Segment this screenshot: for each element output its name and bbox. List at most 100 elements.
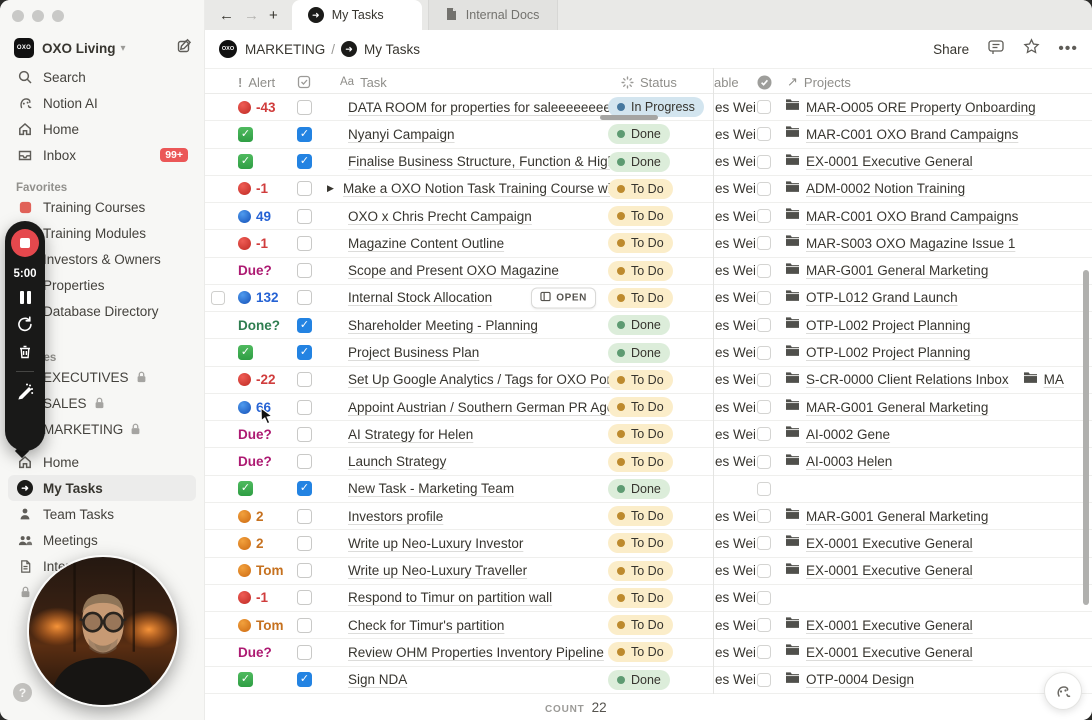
task-cell[interactable]: Write up Neo-Luxury Traveller: [327, 558, 610, 584]
table-row[interactable]: Due? AI Strategy for Helen To Do es Weis AI-…: [205, 421, 1092, 449]
workspace-switcher[interactable]: OXO OXO Living ▾: [8, 34, 198, 62]
status-badge[interactable]: To Do: [608, 615, 673, 636]
task-title[interactable]: Write up Neo-Luxury Investor: [348, 535, 524, 551]
project-chip[interactable]: MAR-G001 General Marketing: [785, 398, 988, 416]
projects-cell[interactable]: MAR-C001 OXO Brand Campaigns: [785, 121, 1091, 147]
tab-internal-docs[interactable]: Internal Docs: [427, 0, 558, 30]
task-cell[interactable]: Review OHM Properties Inventory Pipeline: [327, 639, 610, 665]
status-badge[interactable]: In Progress: [608, 97, 704, 118]
status-badge[interactable]: Done: [608, 151, 670, 172]
project-chip[interactable]: EX-0001 Executive General: [785, 616, 973, 634]
project-chip[interactable]: MAR-S003 OXO Magazine Issue 1: [785, 234, 1015, 252]
table-row[interactable]: ✓ ✓ Finalise Business Structure, Function …: [205, 149, 1092, 176]
help-button[interactable]: ?: [13, 683, 32, 702]
table-row[interactable]: ✓ ✓ Sign NDA Done es Weis OTP-0004 Design: [205, 667, 1092, 694]
project-chip[interactable]: AI-0002 Gene: [785, 425, 890, 443]
comments-icon[interactable]: [987, 38, 1005, 61]
projects-cell[interactable]: S-CR-0000 Client Relations Inbox MA: [785, 367, 1091, 393]
status-badge[interactable]: To Do: [608, 397, 673, 418]
task-title[interactable]: Appoint Austrian / Southern German PR Ag…: [348, 399, 610, 415]
person-cell[interactable]: es Weis: [715, 585, 755, 611]
alert-cell[interactable]: 2: [238, 530, 296, 556]
delete-recording-icon[interactable]: [17, 344, 33, 360]
task-cell[interactable]: Internal Stock Allocation OPEN: [327, 285, 610, 311]
project-chip[interactable]: ADM-0002 Notion Training: [785, 180, 965, 198]
status-badge[interactable]: To Do: [608, 533, 673, 554]
restart-recording-icon[interactable]: [16, 315, 34, 333]
task-checkbox[interactable]: [297, 181, 312, 197]
person-cell[interactable]: es Weis: [715, 149, 755, 175]
compose-icon[interactable]: [176, 38, 192, 59]
page-item-home[interactable]: Home: [8, 449, 196, 475]
zoom-window-button[interactable]: [52, 10, 64, 22]
window-controls[interactable]: [12, 10, 64, 22]
task-title[interactable]: Review OHM Properties Inventory Pipeline: [348, 644, 604, 660]
task-checkbox[interactable]: ✓: [297, 345, 312, 361]
expand-toggle-icon[interactable]: ▶: [327, 183, 334, 194]
projects-cell[interactable]: EX-0001 Executive General: [785, 639, 1091, 665]
alert-cell[interactable]: ✓: [238, 339, 296, 365]
table-row[interactable]: 2 Write up Neo-Luxury Investor To Do es Wei…: [205, 530, 1092, 558]
task-cell[interactable]: Set Up Google Analytics / Tags for OXO P…: [327, 367, 610, 393]
alert-cell[interactable]: -1: [238, 230, 296, 256]
stop-recording-button[interactable]: [11, 229, 39, 257]
property-checkbox[interactable]: [757, 290, 771, 305]
pause-recording-button[interactable]: [19, 291, 31, 304]
status-cell[interactable]: To Do: [608, 530, 712, 556]
status-cell[interactable]: To Do: [608, 639, 712, 665]
alert-cell[interactable]: 49: [238, 203, 296, 229]
status-cell[interactable]: To Do: [608, 394, 712, 420]
task-checkbox[interactable]: ✓: [297, 154, 312, 170]
person-cell[interactable]: [715, 476, 755, 502]
property-checkbox[interactable]: [757, 563, 771, 578]
task-checkbox[interactable]: ✓: [297, 481, 312, 497]
person-cell[interactable]: es Weis: [715, 367, 755, 393]
task-title[interactable]: Launch Strategy: [348, 454, 447, 470]
status-badge[interactable]: To Do: [608, 560, 673, 581]
table-row[interactable]: 2 Investors profile To Do es Weis MAR-G001 G…: [205, 503, 1092, 531]
status-badge[interactable]: Done: [608, 124, 670, 145]
new-tab-button[interactable]: +: [269, 6, 278, 24]
project-chip[interactable]: AI-0003 Helen: [785, 453, 892, 471]
page-item-meetings[interactable]: Meetings: [8, 527, 196, 553]
task-cell[interactable]: Shareholder Meeting - Planning: [327, 312, 610, 338]
project-chip[interactable]: MAR-G001 General Marketing: [785, 507, 988, 525]
projects-cell[interactable]: OTP-L002 Project Planning: [785, 339, 1091, 365]
status-badge[interactable]: To Do: [608, 233, 673, 254]
task-cell[interactable]: New Task - Marketing Team: [327, 476, 610, 502]
table-row[interactable]: -1 Respond to Timur on partition wall To D…: [205, 585, 1092, 613]
projects-cell[interactable]: MAR-O005 ORE Property Onboarding: [785, 94, 1091, 120]
status-cell[interactable]: To Do: [608, 421, 712, 447]
property-checkbox[interactable]: [757, 236, 771, 251]
projects-cell[interactable]: EX-0001 Executive General: [785, 149, 1091, 175]
task-checkbox[interactable]: [297, 590, 312, 606]
breadcrumb-space[interactable]: MARKETING: [245, 41, 326, 57]
projects-cell[interactable]: [785, 585, 1091, 611]
property-checkbox[interactable]: [757, 181, 771, 196]
task-cell[interactable]: Investors profile: [327, 503, 610, 529]
task-checkbox[interactable]: ✓: [297, 126, 312, 142]
task-checkbox[interactable]: [297, 372, 312, 388]
task-checkbox[interactable]: [297, 508, 312, 524]
status-cell[interactable]: Done: [608, 476, 712, 502]
status-badge[interactable]: To Do: [608, 206, 673, 227]
projects-cell[interactable]: OTP-L012 Grand Launch: [785, 285, 1091, 311]
task-checkbox[interactable]: [297, 644, 312, 660]
property-checkbox[interactable]: [757, 618, 771, 633]
project-chip[interactable]: EX-0001 Executive General: [785, 562, 973, 580]
project-chip[interactable]: EX-0001 Executive General: [785, 534, 973, 552]
task-title[interactable]: DATA ROOM for properties for saleeeeeeee…: [348, 99, 610, 115]
projects-cell[interactable]: OTP-L002 Project Planning: [785, 312, 1091, 338]
share-button[interactable]: Share: [933, 41, 970, 57]
task-cell[interactable]: Check for Timur's partition: [327, 612, 610, 638]
back-button[interactable]: ←: [219, 6, 234, 24]
alert-cell[interactable]: ✓: [238, 476, 296, 502]
property-checkbox[interactable]: [757, 481, 771, 496]
project-chip[interactable]: MA: [1023, 371, 1064, 389]
favorite-star-icon[interactable]: [1023, 38, 1040, 60]
alert-cell[interactable]: -43: [238, 94, 296, 120]
alert-cell[interactable]: Due?: [238, 421, 296, 447]
property-checkbox[interactable]: [757, 400, 771, 415]
person-cell[interactable]: es Weis: [715, 312, 755, 338]
property-checkbox[interactable]: [757, 590, 771, 605]
